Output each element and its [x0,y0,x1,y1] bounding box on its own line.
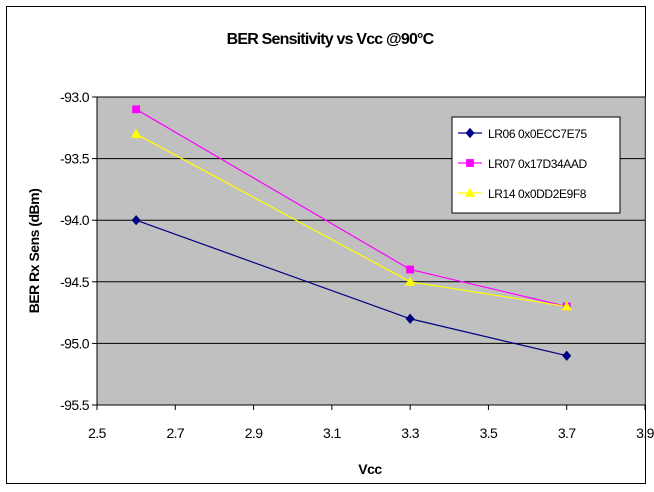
y-tick-label: -93.0 [60,89,90,105]
legend: LR06 0x0ECC7E75 LR07 0x17D34AAD LR14 0x0DD… [451,116,621,214]
series-1-point [562,350,572,361]
legend-marker-2 [466,159,474,167]
series-2-point [406,265,415,274]
y-tick-label: -94.0 [60,212,90,228]
legend-marker-1 [465,127,475,139]
series-1-point [405,313,415,324]
y-tick-label: -95.0 [60,335,90,351]
x-tick-label: 2.9 [245,425,263,441]
y-tick-label: -93.5 [60,151,90,167]
y-tick-label: -94.5 [60,274,90,290]
series-3-point [404,276,416,286]
series-1-point [131,215,141,226]
legend-label-2: LR07 0x17D34AAD [488,157,587,171]
x-tick-label: 2.7 [166,425,184,441]
legend-label-3: LR14 0x0DD2E9F8 [488,187,587,201]
x-axis-title: Vcc [358,461,382,477]
x-tick-label: 2.5 [88,425,106,441]
x-tick-label: 3.5 [480,425,498,441]
x-tick-label: 3.1 [323,425,341,441]
x-tick-label: 3.7 [558,425,576,441]
series-2-point [132,105,141,114]
y-axis-title: BER Rx Sens (dBm) [26,189,42,314]
x-tick-label: 3.9 [636,425,654,441]
legend-marker-3 [464,187,476,197]
legend-label-1: LR06 0x0ECC7E75 [488,127,587,141]
series-3-point [561,301,572,311]
x-tick-label: 3.3 [401,425,419,441]
series-3-point [130,128,142,138]
y-tick-label: -95.5 [60,397,90,413]
chart-title: BER Sensitivity vs Vcc @90°C [227,31,435,48]
